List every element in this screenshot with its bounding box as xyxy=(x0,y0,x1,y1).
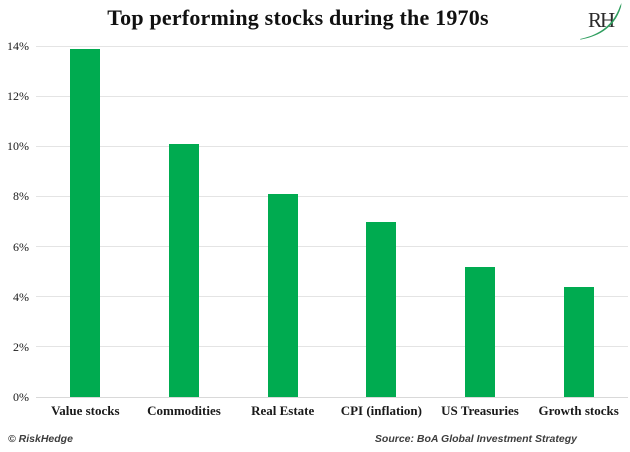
x-category-label: CPI (inflation) xyxy=(340,403,422,418)
footer-copyright: © RiskHedge xyxy=(8,433,73,445)
y-tick-label: 4% xyxy=(13,289,29,304)
gridline xyxy=(36,95,628,97)
y-axis: 0% 2% 4% 6% 8% 10% 12% 14% xyxy=(0,39,29,404)
gridline xyxy=(36,195,628,197)
bar-value-stocks xyxy=(70,48,101,397)
chart-title: Top performing stocks during the 1970s xyxy=(107,5,489,30)
gridline xyxy=(36,45,628,47)
logo-letters: RH xyxy=(588,8,615,32)
footer-source: Source: BoA Global Investment Strategy xyxy=(374,433,577,445)
x-axis: Value stocks Commodities Real Estate CPI (i… xyxy=(36,403,628,421)
bar-cpi-inflation- xyxy=(366,221,397,397)
y-tick-label: 6% xyxy=(13,239,29,254)
gridline xyxy=(36,296,628,298)
x-category-label: Value stocks xyxy=(51,403,120,418)
plot-area xyxy=(36,45,628,398)
bar-commodities xyxy=(169,143,199,397)
x-category-label: Growth stocks xyxy=(538,403,619,418)
y-tick-label: 14% xyxy=(7,39,29,53)
bar-real-estate xyxy=(267,193,298,397)
bar-growth-stocks xyxy=(563,286,594,397)
gridline xyxy=(36,145,628,147)
gridline xyxy=(36,346,628,348)
y-tick-label: 12% xyxy=(7,89,29,104)
y-tick-label: 8% xyxy=(13,189,29,204)
bar-us-treasuries xyxy=(465,266,495,397)
y-tick-label: 10% xyxy=(7,139,29,154)
y-tick-label: 2% xyxy=(13,339,29,354)
gridline xyxy=(36,246,628,248)
x-category-label: US Treasuries xyxy=(441,403,519,418)
y-tick-label: 0% xyxy=(13,390,29,404)
logo-swoosh-icon xyxy=(580,3,622,40)
x-category-label: Commodities xyxy=(147,403,221,418)
riskhedge-logo: RH xyxy=(579,2,625,42)
baseline xyxy=(36,396,628,398)
x-category-label: Real Estate xyxy=(251,403,315,418)
riskhedge-logo-graphic: RH xyxy=(580,3,622,40)
